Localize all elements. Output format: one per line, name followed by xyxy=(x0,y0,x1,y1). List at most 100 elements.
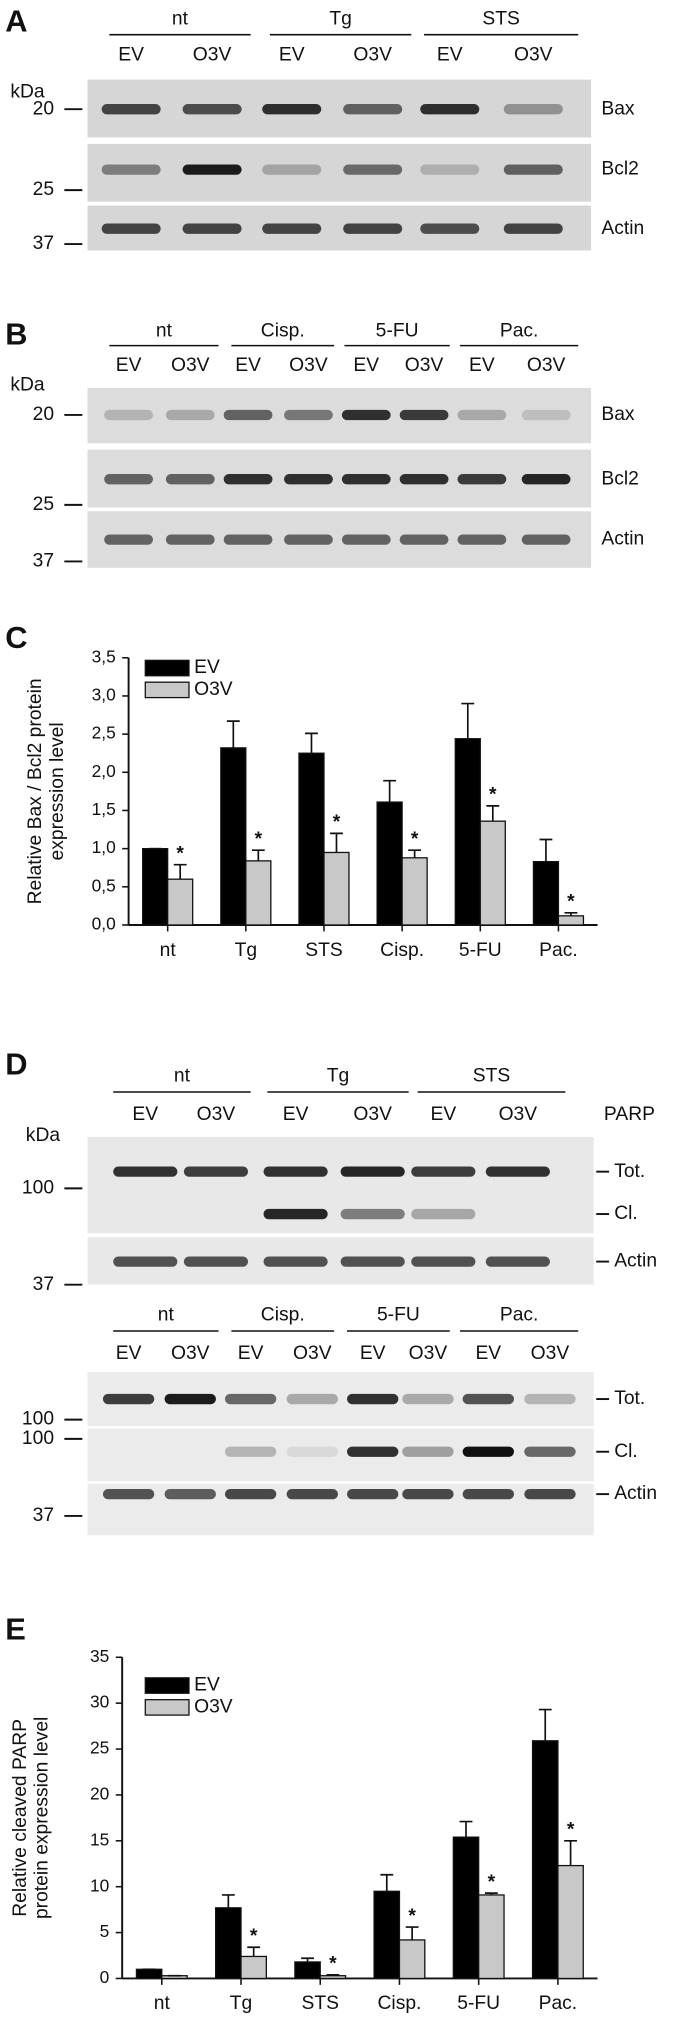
y-tick-label: 0,5 xyxy=(92,875,116,895)
bar xyxy=(531,1740,559,1980)
legend-label: O3V xyxy=(194,1696,233,1717)
y-tick-label: 15 xyxy=(90,1829,109,1849)
error-bar xyxy=(221,1894,235,1908)
legend-swatch xyxy=(144,681,190,699)
lane-label: O3V xyxy=(353,1104,392,1125)
bar xyxy=(215,1907,242,1980)
error-bar xyxy=(484,1892,498,1895)
y-axis-label: Relative Bax / Bcl2 protein xyxy=(25,678,46,904)
band xyxy=(263,1208,328,1220)
lane-label: EV xyxy=(132,1104,158,1125)
bar xyxy=(398,1939,426,1980)
lane-label: O3V xyxy=(171,355,210,376)
y-tick-label: 1,0 xyxy=(92,837,116,857)
x-tick-label: Pac. xyxy=(539,1993,578,2014)
bar xyxy=(376,801,403,926)
group-label: nt xyxy=(158,1305,175,1326)
legend-swatch xyxy=(144,1699,190,1716)
band xyxy=(165,534,215,545)
bar xyxy=(240,1955,268,1980)
lane-label: EV xyxy=(475,1343,501,1364)
lane-label: EV xyxy=(116,355,142,376)
y-tick-label: 30 xyxy=(90,1692,109,1712)
lane-label: EV xyxy=(279,44,305,65)
significance-mark: * xyxy=(408,1906,416,1927)
band xyxy=(104,474,154,485)
lane-label: O3V xyxy=(409,1343,448,1364)
marker-label: 20 xyxy=(33,98,54,119)
bar xyxy=(294,1961,321,1980)
group-label: 5-FU xyxy=(376,321,419,342)
band xyxy=(224,1446,277,1457)
error-bar xyxy=(486,805,500,822)
error-bar xyxy=(380,1873,394,1892)
group-label: STS xyxy=(482,8,519,29)
error-bar xyxy=(564,911,578,916)
panel-letter: C xyxy=(5,620,27,655)
band xyxy=(402,1393,454,1405)
blot-image xyxy=(87,1428,594,1482)
significance-mark: * xyxy=(411,829,419,850)
significance-mark: * xyxy=(250,1926,258,1947)
band xyxy=(102,1393,155,1405)
lane-label: EV xyxy=(469,355,495,376)
band xyxy=(457,534,507,545)
band xyxy=(524,1393,576,1405)
marker-label: 25 xyxy=(33,494,54,515)
marker-label: 37 xyxy=(33,1505,54,1526)
band xyxy=(457,474,507,485)
marker-label: 37 xyxy=(33,551,54,572)
marker-label: 25 xyxy=(33,179,54,200)
band xyxy=(104,534,154,545)
error-bar xyxy=(326,1973,340,1976)
y-tick-label: 3,5 xyxy=(92,646,116,666)
protein-label: Tot. xyxy=(614,1161,645,1182)
band xyxy=(343,104,403,115)
lane-label: EV xyxy=(430,1104,456,1125)
significance-mark: * xyxy=(333,812,341,833)
bar xyxy=(298,752,325,926)
group-label: Tg xyxy=(329,8,351,29)
x-tick-label: STS xyxy=(305,940,342,961)
y-tick-label: 3,0 xyxy=(92,685,116,705)
band xyxy=(524,1446,576,1457)
band xyxy=(524,1488,576,1500)
band xyxy=(224,1393,277,1405)
group-label: Cisp. xyxy=(261,321,305,342)
blot-image xyxy=(87,387,592,444)
group-label: STS xyxy=(473,1066,510,1087)
protein-label: Actin xyxy=(601,218,644,239)
x-tick-label: nt xyxy=(154,1993,171,2014)
bar xyxy=(532,860,560,926)
panel-letter: E xyxy=(5,1612,26,1647)
kda-label: kDa xyxy=(10,375,45,396)
blot-image xyxy=(87,511,592,568)
kda-label: kDa xyxy=(10,82,45,103)
error-bar xyxy=(539,838,553,862)
significance-mark: * xyxy=(488,1872,496,1893)
band xyxy=(262,104,322,115)
band xyxy=(485,1166,550,1177)
lane-label: O3V xyxy=(171,1343,210,1364)
band xyxy=(284,474,333,485)
x-tick-label: STS xyxy=(301,1993,338,2014)
band xyxy=(262,164,322,175)
band xyxy=(101,164,161,175)
error-bar xyxy=(538,1708,552,1741)
error-bar xyxy=(247,1946,261,1957)
marker-label: 100 xyxy=(22,1177,54,1198)
significance-mark: * xyxy=(567,1820,575,1841)
band xyxy=(503,164,563,175)
y-tick-label: 20 xyxy=(90,1784,109,1804)
band xyxy=(420,164,480,175)
y-tick-label: 0,0 xyxy=(92,914,116,934)
group-label: Pac. xyxy=(500,321,539,342)
band xyxy=(399,409,449,421)
y-tick-label: 2,0 xyxy=(92,761,116,781)
lane-label: EV xyxy=(437,44,463,65)
group-label: Pac. xyxy=(500,1305,539,1326)
band xyxy=(223,534,273,545)
band xyxy=(182,223,242,234)
band xyxy=(346,1393,399,1405)
bar xyxy=(142,848,169,926)
